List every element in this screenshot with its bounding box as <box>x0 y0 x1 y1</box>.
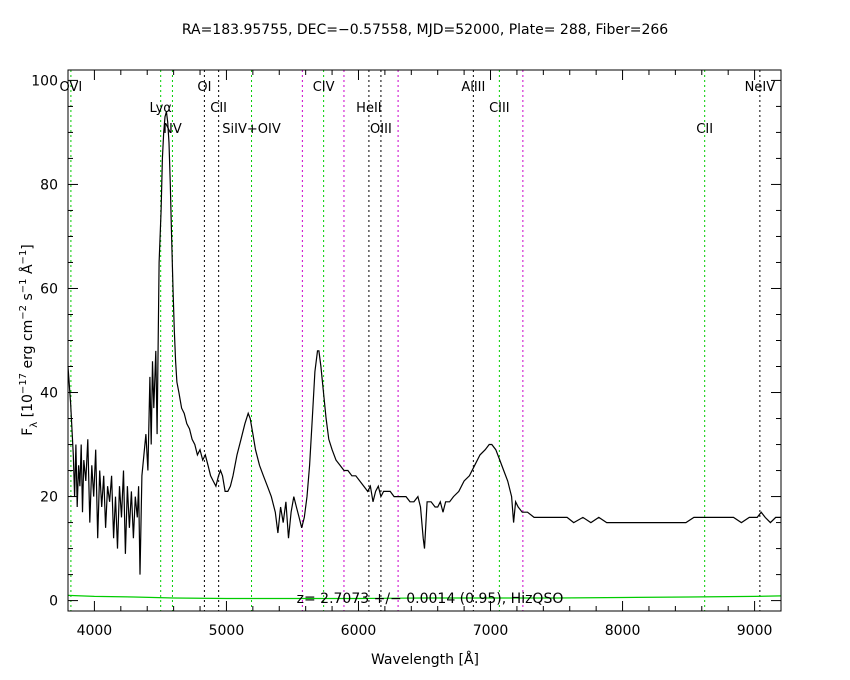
emission-line-label-5: SiIV+OIV <box>222 122 281 137</box>
x-tick-label-5000: 5000 <box>209 623 245 639</box>
x-tick-label-8000: 8000 <box>605 623 641 639</box>
spectrum-series <box>67 111 782 600</box>
annotation: z= 2.7073 +/− 0.0014 (0.95), HizQSO <box>297 591 564 607</box>
y-tick-label-20: 20 <box>40 490 58 506</box>
emission-line-label-10: OIII <box>370 122 392 137</box>
y-label-exp2: −2 <box>18 305 29 320</box>
emission-line-label-12: AlIII <box>461 80 485 95</box>
y-label-close: ] <box>20 244 36 249</box>
emission-line-label-4: CII <box>210 101 227 116</box>
x-tick-label-6000: 6000 <box>341 623 377 639</box>
x-axis-label: Wavelength [Å] <box>371 651 479 668</box>
emission-line-label-7: CIV <box>313 80 335 95</box>
y-label-exp3: −1 <box>18 278 29 293</box>
y-label-exp4: −1 <box>18 250 29 265</box>
emission-line-label-13: CIII <box>489 101 510 116</box>
y-tick-label-80: 80 <box>40 177 58 193</box>
emission-line-label-1: Lyα <box>150 101 172 116</box>
emission-line-label-15: CII <box>696 122 713 137</box>
emission-line-label-0: OVI <box>60 80 83 95</box>
emission-line-label-2: NV <box>163 122 182 137</box>
y-label-units: erg cm <box>20 320 36 373</box>
x-tick-label-9000: 9000 <box>737 623 773 639</box>
emission-line-label-9: HeII <box>356 101 381 116</box>
y-label-s: s <box>20 293 36 305</box>
x-tick-label-4000: 4000 <box>77 623 113 639</box>
y-tick-label-60: 60 <box>40 281 58 297</box>
svg-text:Fλ [10−17 erg cm−2 s−1 Å−1]: Fλ [10−17 erg cm−2 s−1 Å−1] <box>18 244 40 436</box>
emission-line-label-3: OI <box>197 80 211 95</box>
y-tick-label-0: 0 <box>49 594 58 610</box>
y-tick-label-100: 100 <box>31 73 58 89</box>
x-tick-label-7000: 7000 <box>473 623 509 639</box>
y-tick-label-40: 40 <box>40 386 58 402</box>
flux-series-line <box>67 111 781 575</box>
y-axis-label: Fλ [10−17 erg cm−2 s−1 Å−1] <box>18 244 40 436</box>
y-label-sub: λ <box>29 422 40 428</box>
emission-line-label-16: NeIV <box>745 80 776 95</box>
y-label-f: F <box>20 428 36 436</box>
chart-title: RA=183.95755, DEC=−0.57558, MJD=52000, P… <box>182 22 668 38</box>
error-series-line <box>67 594 782 600</box>
y-label-exp1: −17 <box>18 373 29 394</box>
axis-ticks: 4000 5000 6000 7000 8000 9000 0 20 40 60 80 100 <box>31 70 782 639</box>
y-label-rest: [10 <box>20 394 36 422</box>
emission-lines: OVI Lyα NV OI CII SiIV+OIV CIV HeII OIII AlIII CII… <box>60 70 776 611</box>
y-label-ang: Å <box>19 264 36 278</box>
